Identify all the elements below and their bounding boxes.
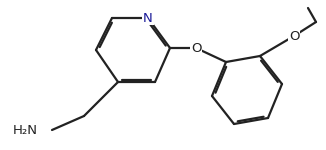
- Text: O: O: [191, 42, 201, 54]
- Text: O: O: [289, 30, 299, 42]
- Text: H₂N: H₂N: [13, 123, 38, 136]
- Text: N: N: [143, 12, 153, 24]
